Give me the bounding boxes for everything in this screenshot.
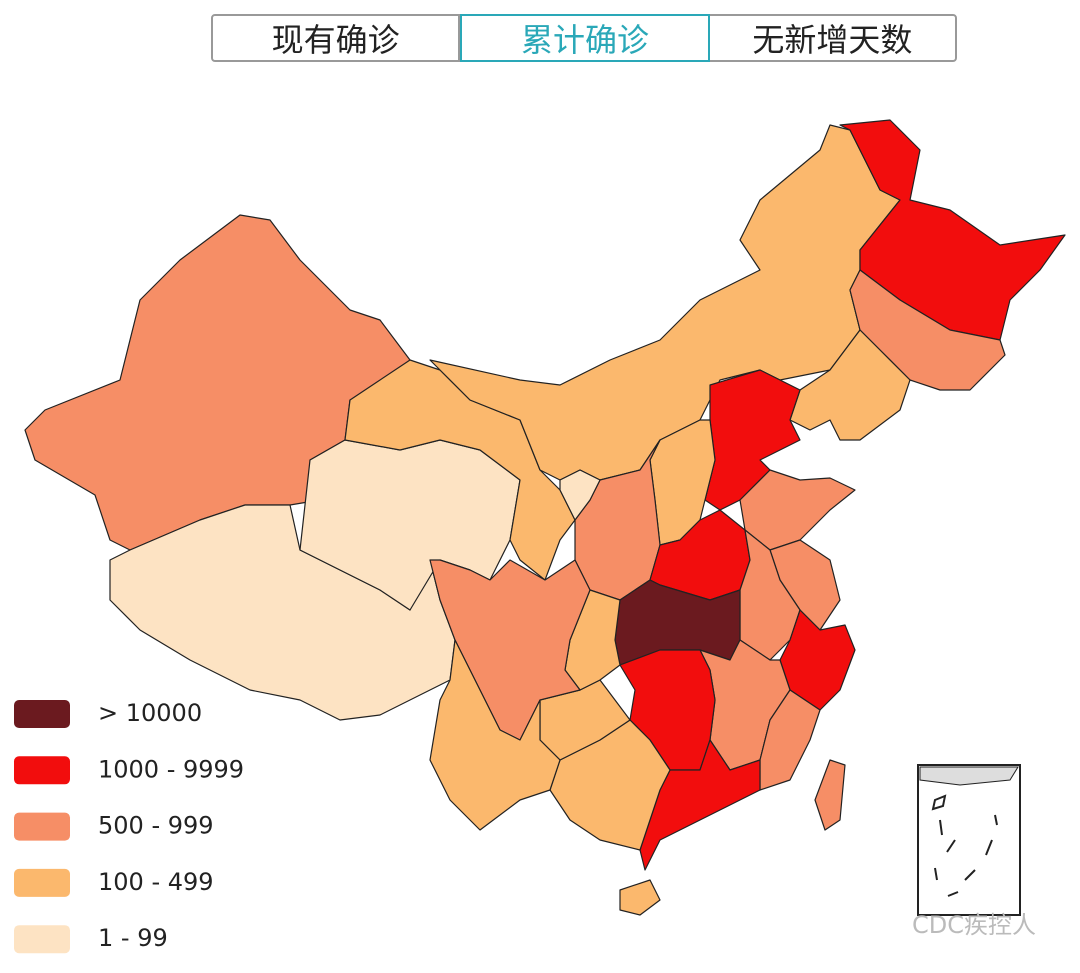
legend-swatch [14, 700, 70, 728]
legend-swatch [14, 756, 70, 785]
south-sea-inset [917, 764, 1021, 916]
province[interactable] [739, 469, 856, 551]
tab[interactable]: 现有确诊 [213, 16, 461, 60]
legend-swatch [14, 868, 70, 897]
legend-label: 1000 - 9999 [98, 755, 244, 783]
tab[interactable]: 累计确诊 [460, 14, 710, 62]
legend-label: 1 - 99 [98, 924, 168, 952]
province[interactable] [344, 359, 576, 581]
province[interactable] [739, 529, 801, 661]
legend-swatch [14, 812, 70, 841]
watermark: CDC疾控人 [912, 911, 1036, 939]
province[interactable] [559, 469, 601, 521]
province[interactable] [839, 119, 1066, 341]
province[interactable] [814, 759, 846, 831]
province[interactable] [619, 879, 661, 916]
tab-bar: 现有确诊 累计确诊 无新增天数 [211, 14, 957, 62]
provinces [24, 119, 1066, 916]
legend: > 10000 1000 - 9999 500 - 999 100 - 499 1 - … [14, 699, 244, 954]
legend-label: > 10000 [98, 699, 202, 727]
legend-label: 500 - 999 [98, 812, 214, 840]
province[interactable] [429, 639, 561, 831]
legend-label: 100 - 499 [98, 868, 214, 896]
tab[interactable]: 无新增天数 [752, 21, 913, 59]
province[interactable] [779, 609, 856, 711]
legend-swatch [14, 925, 70, 954]
